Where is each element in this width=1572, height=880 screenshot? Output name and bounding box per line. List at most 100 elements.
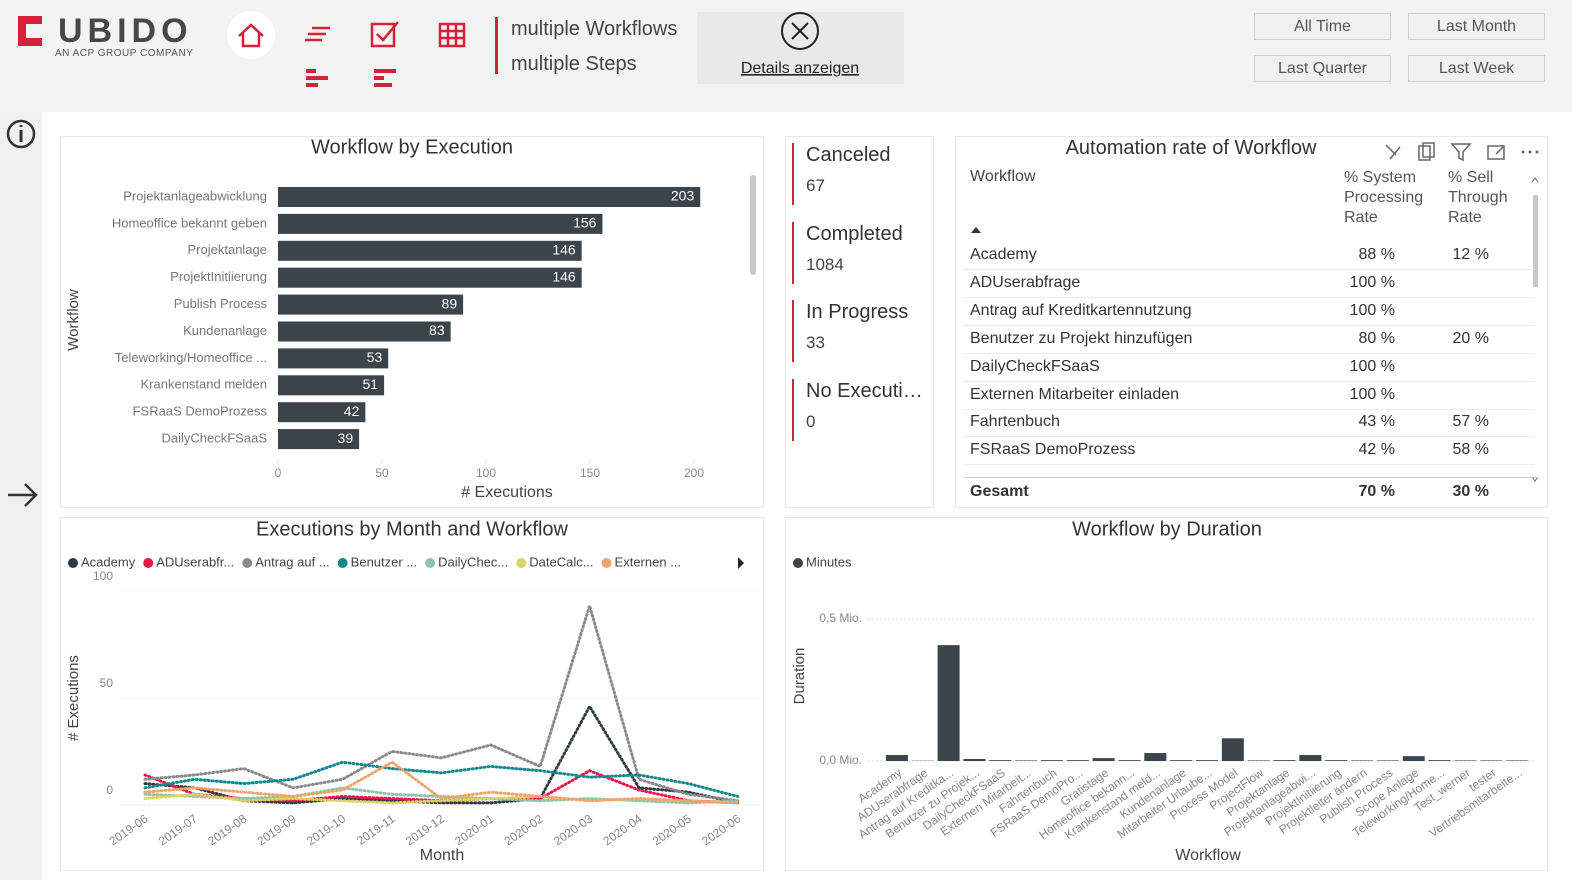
line (143, 703, 740, 805)
home-button[interactable] (227, 11, 275, 59)
bar (278, 375, 385, 396)
table-cell: 42 % (1358, 441, 1395, 459)
table-cell: Externen Mitarbeiter einladen (970, 385, 1180, 403)
total-row: Gesamt 70 % 30 % (964, 477, 1539, 506)
legend-label: DateCalc... (529, 554, 593, 569)
table-row: ADUserabfrage 100 % (964, 269, 1534, 298)
bar (278, 294, 464, 315)
bar (278, 429, 360, 450)
bar (963, 759, 986, 761)
y-tick-label: 0,0 Mio. (819, 753, 862, 767)
x-tick-label: 200 (684, 466, 704, 480)
line (143, 786, 740, 805)
table-row: Fahrtenbuch 43 % 57 % (964, 408, 1534, 438)
bar (1066, 760, 1089, 761)
category-label: Projektanlage (188, 242, 268, 257)
x-tick-label: 2020-02 (502, 811, 546, 848)
value-label: 156 (573, 215, 597, 231)
column-header: % System Processing Rate (1344, 169, 1424, 226)
table-cell: 88 % (1358, 246, 1395, 263)
bar (1299, 755, 1322, 761)
y-tick-label: 100 (93, 569, 113, 583)
close-icon (781, 12, 819, 50)
card-value: 0 (806, 411, 816, 431)
bar (1428, 760, 1451, 761)
total-cell: 70 % (1358, 483, 1395, 500)
time-button[interactable]: Last Month (1408, 13, 1545, 40)
table-cell: 12 % (1452, 246, 1489, 263)
category-label: Kundenanlage (183, 323, 267, 338)
bar (1118, 760, 1141, 761)
details-link[interactable]: Details anzeigen (741, 60, 859, 77)
table-cell: FSRaaS DemoProzess (970, 441, 1136, 459)
x-tick-label: 2019-06 (106, 811, 150, 848)
bar (1273, 760, 1296, 761)
bar (278, 348, 389, 369)
x-tick-label: 2019-07 (156, 811, 200, 848)
table-cell: ADUserabfrage (970, 273, 1081, 291)
legend-swatch (242, 558, 253, 568)
legend-label: Minutes (806, 554, 852, 569)
value-label: 203 (671, 188, 695, 204)
legend-next (738, 557, 744, 569)
bar (278, 187, 701, 207)
column-header: Workflow (970, 168, 1036, 185)
bar (278, 267, 582, 288)
y-tick-label: 50 (100, 676, 114, 690)
x-tick-label: 2019-11 (354, 811, 398, 847)
logo: UBIDO (58, 12, 193, 50)
table-icons (971, 142, 1539, 482)
time-button[interactable]: Last Quarter (1254, 55, 1391, 82)
time-button[interactable]: Last Week (1408, 55, 1545, 82)
bar (1351, 760, 1374, 761)
legend-label: Academy (81, 554, 136, 569)
x-tick-label: 100 (476, 466, 496, 480)
cards-panel: Canceled 67 Completed 1084 In Progress 33 No E… (785, 136, 934, 508)
time-button[interactable]: All Time (1254, 13, 1391, 40)
bar (1247, 760, 1270, 761)
value-label: 146 (552, 268, 576, 284)
category-label: Projektanlageabwicklung (123, 188, 267, 203)
line (143, 760, 740, 798)
card-accent (792, 143, 794, 205)
x-axis-label: # Executions (461, 484, 553, 501)
bar (1221, 738, 1244, 761)
y-axis-label: # Executions (65, 655, 82, 741)
x-tick-label: 2020-06 (699, 811, 743, 848)
table-cell: 20 % (1452, 329, 1489, 347)
table-cell: 100 % (1349, 385, 1395, 403)
total-cell: Gesamt (970, 483, 1029, 500)
bar (1506, 760, 1529, 761)
bar (1402, 756, 1425, 761)
bar (989, 760, 1012, 761)
bar (937, 645, 960, 761)
card-value: 67 (806, 176, 825, 195)
bar (1454, 760, 1477, 761)
legend-swatch (68, 558, 78, 568)
category-label: FSRaaS DemoProzess (133, 404, 268, 419)
close-x (791, 22, 809, 40)
card-accent (792, 378, 794, 441)
table-cell: 58 % (1452, 441, 1489, 459)
value-label: 51 (363, 376, 379, 392)
table-body: Academy 88 % 12 % ADUserabfrage 100 % Antrag … (964, 241, 1534, 467)
card-label: Completed (806, 222, 903, 245)
bar (278, 321, 451, 342)
table-cell: 80 % (1358, 329, 1395, 347)
bar (1376, 760, 1399, 761)
table-cell: 100 % (1349, 273, 1395, 291)
chart-title: Workflow by Execution (311, 136, 513, 158)
table-cell: DailyCheckFSaaS (970, 357, 1100, 375)
x-tick-label: 50 (375, 466, 389, 480)
card-label: In Progress (806, 301, 909, 323)
bar (1144, 753, 1167, 761)
value-label: 89 (442, 295, 458, 311)
card-label: No Executi… (806, 379, 923, 402)
table-cell: Academy (970, 246, 1037, 263)
filter: multiple Workflows (511, 18, 677, 40)
panel (785, 517, 1548, 871)
legend-label: ADUserabfr... (156, 554, 234, 569)
line (143, 600, 740, 803)
legend-swatch (793, 558, 803, 568)
table-row: FSRaaS DemoProzess 42 % 58 % (964, 436, 1534, 466)
